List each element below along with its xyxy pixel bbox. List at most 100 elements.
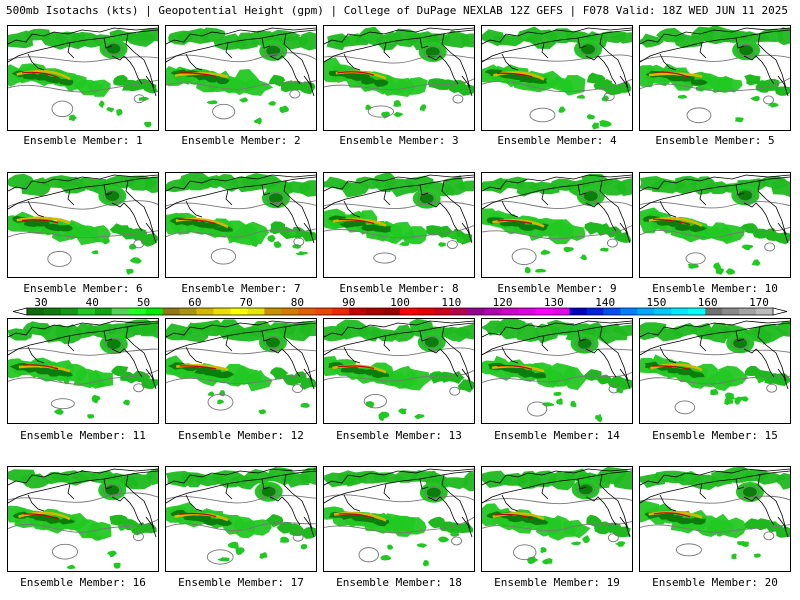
height-contours: [640, 188, 790, 265]
height-contours: [482, 189, 632, 265]
ensemble-map: [166, 27, 316, 125]
map-boundaries: [482, 27, 632, 97]
ensemble-member-caption: Ensemble Member: 2: [181, 134, 301, 147]
colorbar-swatch: [416, 308, 435, 315]
map-boundaries: [166, 320, 316, 390]
colorbar-swatch: [332, 308, 350, 315]
map-boundaries: [482, 174, 632, 244]
isotach-shading: [640, 26, 790, 123]
colorbar-swatch: [654, 308, 672, 315]
ensemble-member-caption: Ensemble Member: 17: [178, 576, 304, 589]
ensemble-map: [324, 319, 474, 421]
colorbar-swatch: [552, 308, 570, 315]
ensemble-map-panel: [639, 25, 791, 131]
colorbar-swatch: [315, 308, 333, 315]
ensemble-map: [166, 467, 316, 565]
colorbar-swatch: [27, 308, 45, 315]
colorbar-tick-label: 170: [749, 296, 769, 309]
isotach-shading: [640, 175, 790, 275]
colorbar-tick-label: 60: [188, 296, 202, 309]
header-title: 500mb Isotachs (kts) | Geopotential Heig…: [6, 4, 503, 17]
ensemble-map: [166, 319, 316, 415]
colorbar-swatch: [60, 308, 79, 315]
colorbar-tick-label: 80: [290, 296, 305, 309]
height-contours: [166, 44, 316, 120]
header-run-info: 12Z GEFS | F078 Valid: 18Z WED JUN 11 20…: [509, 4, 788, 17]
ensemble-map: [640, 174, 790, 275]
header: 500mb Isotachs (kts) | Geopotential Heig…: [0, 0, 800, 22]
ensemble-map: [166, 173, 316, 265]
colorbar-swatch: [145, 308, 164, 315]
ensemble-map-panel: [7, 25, 159, 131]
colorbar-swatch: [366, 308, 384, 315]
ensemble-member-caption: Ensemble Member: 6: [23, 282, 143, 295]
colorbar-swatch: [196, 308, 214, 315]
map-boundaries: [640, 320, 790, 390]
colorbar-swatch: [162, 308, 180, 315]
ensemble-map: [8, 319, 158, 419]
ensemble-map-panel: [481, 172, 633, 278]
colorbar-swatch: [484, 308, 503, 315]
height-contours: [166, 335, 316, 411]
ensemble-map-panel: [165, 318, 317, 424]
ensemble-member-caption: Ensemble Member: 12: [178, 429, 304, 442]
colorbar-swatch: [298, 308, 316, 315]
ensemble-map-panel: [323, 172, 475, 278]
ensemble-map-panel: [323, 318, 475, 424]
ensemble-member-caption: Ensemble Member: 7: [181, 282, 301, 295]
ensemble-member-caption: Ensemble Member: 4: [497, 134, 617, 147]
height-contours: [324, 192, 474, 264]
colorbar-swatch: [637, 308, 655, 315]
colorbar-swatch: [179, 308, 197, 315]
ensemble-map-panel: [481, 466, 633, 572]
ensemble-map: [324, 173, 474, 264]
height-contours: [8, 42, 158, 118]
map-boundaries: [8, 27, 158, 97]
colorbar-swatch: [400, 308, 418, 315]
colorbar-swatch: [281, 308, 299, 315]
ensemble-map-panel: [165, 172, 317, 278]
colorbar-tick-label: 30: [34, 296, 48, 309]
isotach-shading: [8, 28, 158, 128]
isotach-shading: [640, 467, 790, 560]
height-contours: [640, 336, 790, 415]
colorbar-tick-label: 100: [390, 296, 410, 309]
ensemble-map-panel: [639, 318, 791, 424]
ensemble-map-panel: [7, 172, 159, 278]
ensemble-map-panel: [639, 466, 791, 572]
isotach-shading: [482, 319, 632, 423]
isotach-shading: [166, 27, 316, 125]
colorbar-swatch: [569, 308, 587, 315]
map-boundaries: [324, 27, 474, 97]
ensemble-map: [482, 319, 632, 423]
height-contours: [324, 486, 474, 563]
ensemble-map: [640, 467, 790, 560]
ensemble-member-caption: Ensemble Member: 5: [655, 134, 775, 147]
colorbar-tick-label: 110: [441, 296, 462, 309]
colorbar-swatch: [518, 308, 537, 315]
colorbar-swatch: [247, 308, 265, 315]
ensemble-map: [324, 26, 474, 119]
map-boundaries: [8, 174, 158, 244]
map-boundaries: [324, 174, 474, 244]
ensemble-member-caption: Ensemble Member: 9: [497, 282, 617, 295]
isotach-shading: [8, 468, 158, 570]
colorbar-swatch: [467, 308, 486, 315]
ensemble-member-caption: Ensemble Member: 3: [339, 134, 459, 147]
ensemble-map-panel: [639, 172, 791, 278]
height-contours: [324, 45, 474, 118]
colorbar-left-arrow: [12, 307, 28, 316]
ensemble-member-caption: Ensemble Member: 16: [20, 576, 146, 589]
ensemble-member-caption: Ensemble Member: 20: [652, 576, 778, 589]
isotach-shading: [8, 319, 158, 419]
colorbar-tick-label: 50: [136, 296, 151, 309]
ensemble-map-panel: [481, 318, 633, 424]
height-contours: [166, 191, 316, 265]
colorbar-swatch: [671, 308, 689, 315]
height-contours: [8, 189, 158, 267]
isotach-shading: [324, 319, 474, 421]
map-boundaries: [640, 27, 790, 97]
colorbar-tick-label: 140: [595, 296, 616, 309]
colorbar-tick-label: 90: [342, 296, 356, 309]
